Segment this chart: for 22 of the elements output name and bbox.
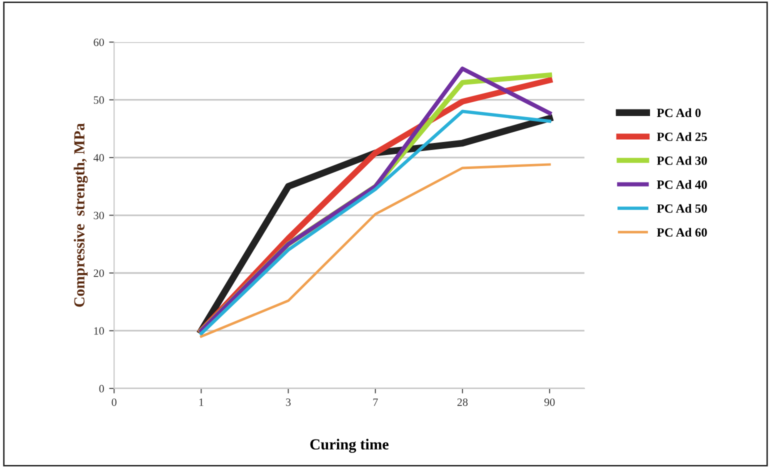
legend-label: PC Ad 50 (656, 204, 707, 213)
x-tick-label: 90 (544, 398, 555, 406)
legend-label: PC Ad 40 (656, 180, 707, 189)
legend-label: PC Ad 60 (656, 228, 707, 237)
y-tick-label: 0 (99, 384, 104, 392)
x-tick-label: 0 (112, 398, 116, 406)
x-tick-label: 1 (199, 398, 204, 406)
x-tick-label: 3 (286, 398, 291, 406)
y-tick-label: 40 (93, 154, 104, 162)
legend-label: PC Ad 30 (656, 156, 707, 165)
y-tick-label: 20 (94, 269, 104, 277)
legend-label: PC Ad 0 (656, 108, 701, 118)
x-tick-label: 7 (373, 398, 378, 406)
legend-label: PC Ad 25 (656, 132, 707, 142)
y-tick-label: 60 (94, 38, 104, 46)
y-tick-label: 50 (94, 96, 104, 104)
y-tick-label: 30 (94, 212, 104, 220)
y-axis-title: Compressive strength, MPa (74, 123, 88, 307)
x-tick-label: 28 (457, 398, 468, 406)
line-series (200, 163, 551, 338)
y-tick-label: 10 (94, 327, 104, 335)
x-axis-title: Curing time (310, 438, 389, 453)
